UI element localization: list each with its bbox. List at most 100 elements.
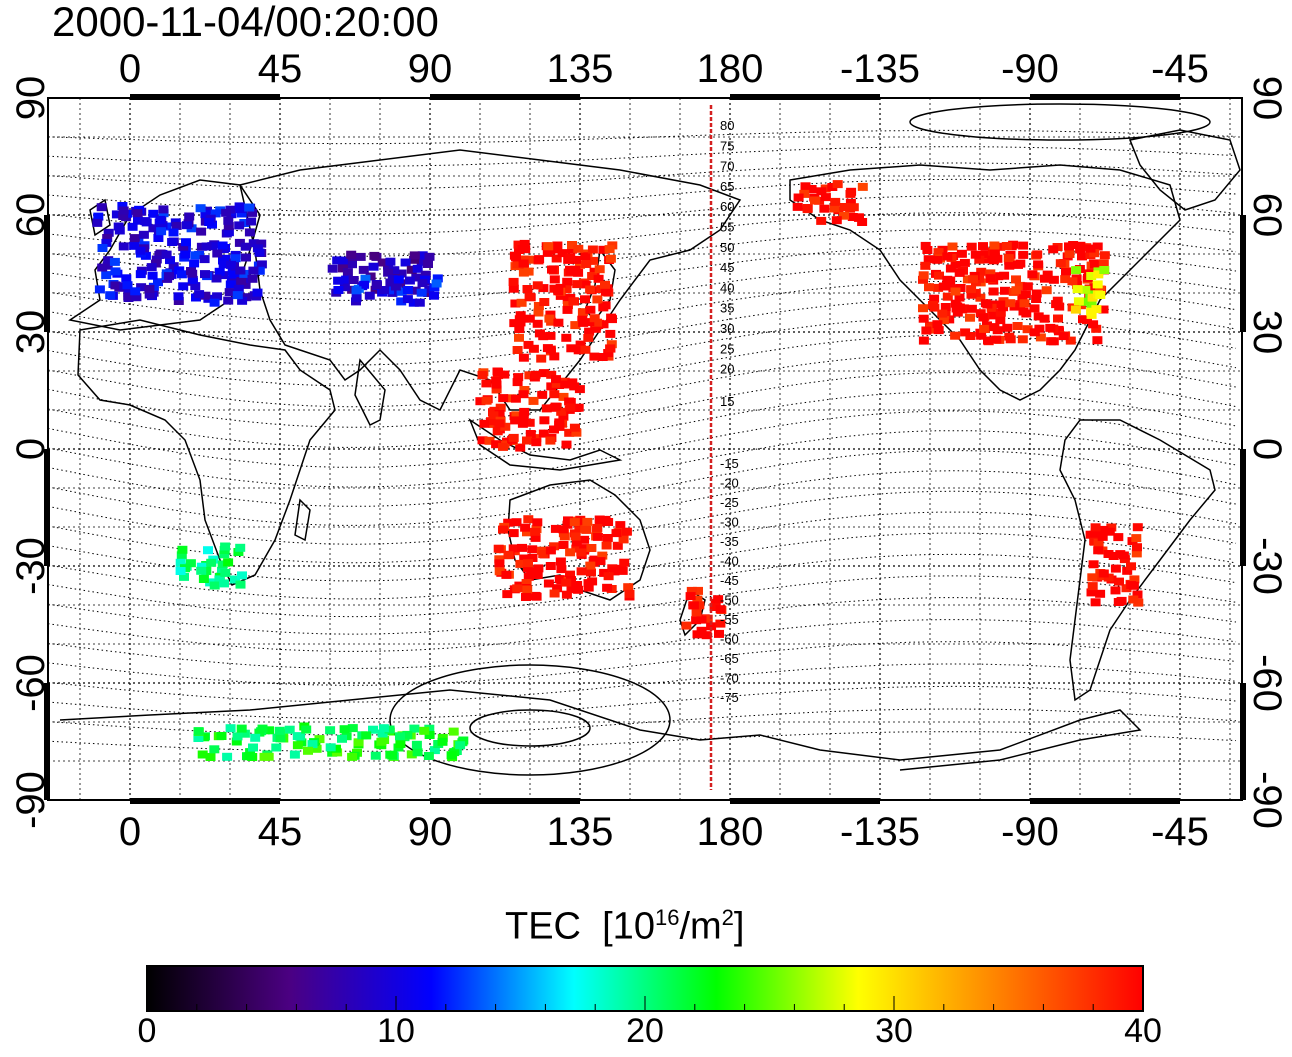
tec-cell (189, 259, 200, 268)
tec-cell (987, 311, 998, 320)
tec-cell (475, 397, 486, 406)
tec-cell (424, 252, 435, 261)
tec-cell (236, 277, 247, 286)
tec-cell (598, 303, 609, 312)
tec-cell (102, 261, 113, 270)
tec-cell (966, 285, 977, 294)
tec-cell (550, 402, 561, 411)
tec-cell (492, 427, 503, 436)
tec-cell (1110, 564, 1121, 573)
tec-cell (555, 557, 566, 566)
coastline-north-america (789, 164, 1181, 401)
colorbar-tick-marks (146, 996, 1144, 1011)
tec-cell (1077, 252, 1087, 261)
lon-tick-label: 90 (408, 47, 453, 91)
tec-cell (224, 288, 235, 297)
tec-cell (965, 332, 976, 340)
tec-cell (223, 296, 234, 305)
tec-cell (486, 417, 496, 426)
tec-cell (922, 246, 933, 254)
tec-cell (396, 287, 407, 296)
tec-cell (1086, 272, 1097, 280)
tec-cell (692, 630, 703, 639)
tec-cell (201, 567, 212, 575)
tec-cell (1065, 336, 1076, 345)
tec-cell (458, 736, 469, 745)
tec-cell (491, 380, 502, 389)
tec-cell (200, 291, 211, 300)
tec-cell (621, 527, 632, 536)
mag-lat-label: -65 (720, 651, 739, 666)
tec-cell (301, 725, 312, 734)
tec-cell (564, 397, 575, 406)
tec-cell (420, 270, 431, 279)
tec-cell (212, 249, 223, 258)
tec-cell (502, 590, 513, 599)
coastline-antarctica (59, 689, 1142, 771)
tec-cell (558, 541, 569, 549)
tec-cell (839, 203, 850, 211)
tec-cell (1001, 242, 1012, 250)
coastline-new-zealand (679, 588, 706, 637)
tec-cell (327, 264, 338, 273)
tec-cell (148, 224, 159, 233)
tec-cell (551, 254, 562, 263)
tec-cell (1080, 285, 1091, 294)
coastline-madagascar (294, 498, 311, 542)
tec-cell (989, 241, 1000, 250)
mag-lat-label: -25 (720, 495, 739, 510)
tec-cell (384, 725, 395, 734)
tec-cell (102, 234, 113, 242)
tec-cell (1071, 266, 1082, 275)
colorbar-unit-pre: [10 (602, 905, 655, 948)
tec-cell (992, 254, 1003, 263)
tec-cell (1091, 305, 1102, 314)
tec-cell (978, 242, 988, 251)
tec-cell (1086, 588, 1097, 597)
tec-cell (918, 314, 929, 323)
tec-cell (437, 737, 448, 746)
tec-cell (556, 565, 567, 574)
tec-cell (918, 336, 929, 345)
tec-cell (385, 257, 396, 266)
tec-cell (193, 734, 204, 742)
lon-tick-label: -45 (1151, 47, 1209, 91)
tec-cell (1005, 335, 1016, 344)
tec-cell (985, 274, 996, 283)
tec-cell (1031, 289, 1042, 298)
tec-cell (117, 202, 128, 210)
tec-cell (592, 523, 603, 532)
tec-cell (477, 371, 488, 379)
mag-lat-label: -40 (720, 554, 739, 569)
tec-cell (118, 212, 129, 220)
tec-cell (1113, 533, 1124, 542)
tec-cell (532, 571, 543, 579)
tec-cell (1014, 281, 1025, 290)
tec-cell (193, 727, 204, 736)
mag-lat-label: -30 (720, 515, 739, 530)
tec-cell (623, 583, 634, 592)
tec-cell (567, 245, 578, 254)
tec-cell (1020, 290, 1031, 299)
tec-cell (570, 532, 581, 541)
tec-cell (223, 216, 234, 225)
tec-cell (590, 324, 601, 333)
tec-cell (934, 271, 944, 280)
tec-cell (1095, 285, 1106, 294)
tec-cell (147, 271, 158, 280)
tec-cell (411, 273, 422, 282)
tec-cell (538, 429, 549, 438)
tec-cell (1061, 267, 1071, 276)
tec-cell (512, 260, 523, 269)
tec-cell (701, 631, 712, 640)
colorbar-unit-exp2: 2 (721, 905, 734, 930)
tec-cell (448, 727, 459, 736)
tec-cell (199, 255, 210, 264)
tec-cell (1035, 333, 1046, 342)
tec-cell (518, 412, 529, 421)
tec-cell (921, 326, 932, 335)
tec-cell (530, 533, 541, 542)
tec-cell (954, 293, 965, 302)
coastline-greenland (1128, 129, 1241, 211)
tec-cell (962, 275, 973, 284)
